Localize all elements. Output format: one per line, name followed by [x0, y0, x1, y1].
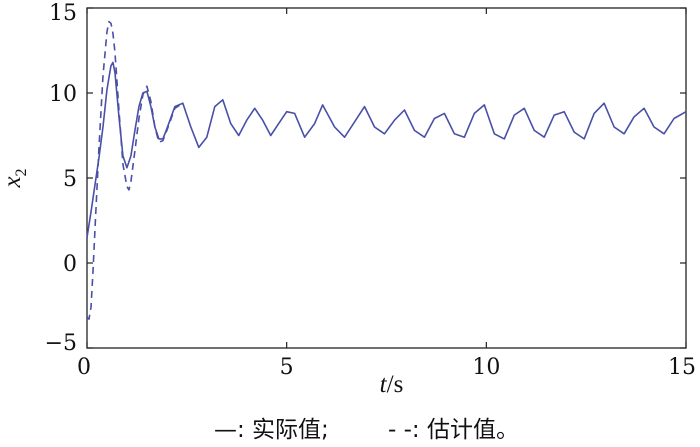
- series-line-actual: [86, 61, 687, 238]
- series-line-estimated: [86, 20, 184, 320]
- y-tick-label: 0: [63, 252, 77, 277]
- x-tick-label: 10: [472, 355, 500, 380]
- plot-frame: [86, 7, 687, 349]
- x-tick-label: 0: [77, 355, 91, 380]
- y-axis-label-var: x: [0, 176, 26, 188]
- legend-item-actual: —: 实际值;: [214, 417, 329, 443]
- legend-item-estimated: - -: 估计值。: [388, 417, 519, 443]
- y-tick-label: 15: [49, 1, 77, 26]
- y-tick-label: 5: [63, 167, 77, 192]
- x-axis-label: t/s: [380, 371, 404, 398]
- legend: —: 实际值; - -: 估计值。: [214, 417, 519, 443]
- plot-border: [86, 7, 687, 349]
- series-layer: [86, 20, 687, 320]
- x-tick-label: 15: [668, 355, 696, 380]
- x-axis-label-unit: /s: [387, 371, 404, 398]
- y-tick-label: 10: [49, 82, 77, 107]
- label-layer: t/s x2: [0, 168, 403, 398]
- x-tick-label: 5: [280, 355, 294, 380]
- y-axis-label-subscript: 2: [13, 168, 30, 176]
- x-axis-label-var: t: [380, 371, 388, 398]
- y-tick-label: −5: [45, 331, 77, 356]
- y-axis-label: x2: [0, 168, 30, 188]
